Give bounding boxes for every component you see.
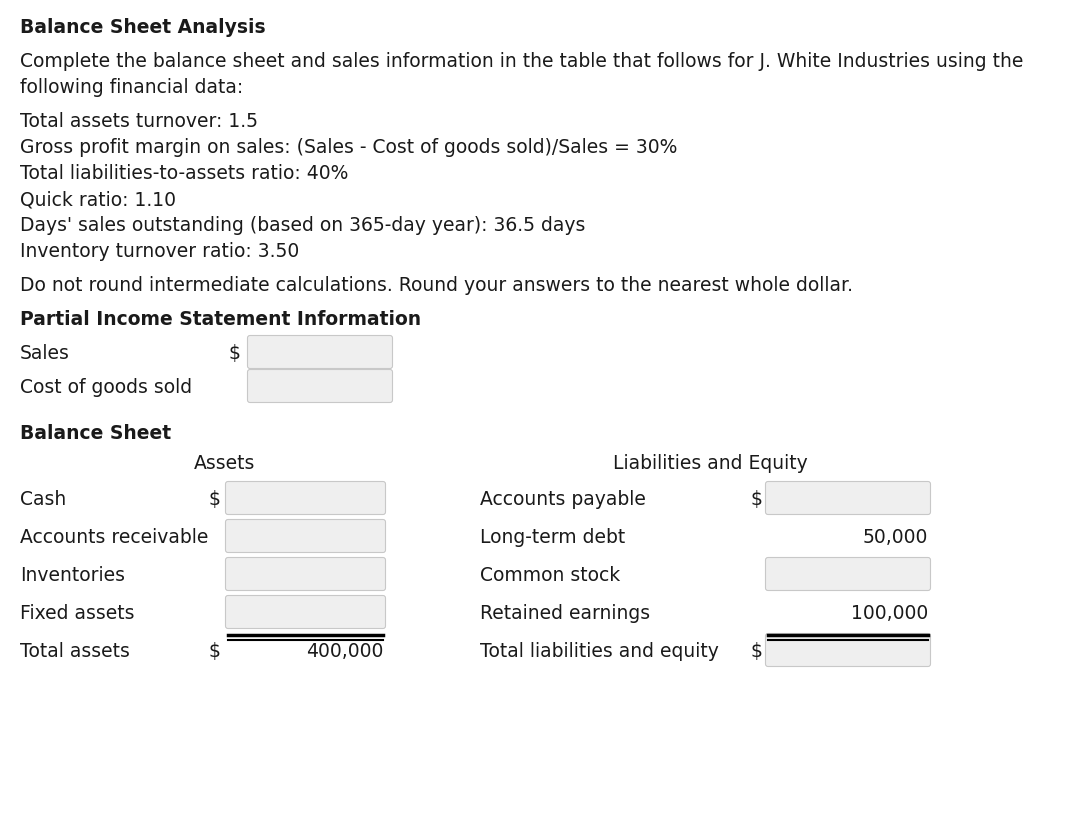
- Text: Total assets: Total assets: [20, 642, 130, 661]
- FancyBboxPatch shape: [765, 482, 931, 515]
- Text: Complete the balance sheet and sales information in the table that follows for J: Complete the balance sheet and sales inf…: [20, 52, 1023, 71]
- FancyBboxPatch shape: [226, 482, 386, 515]
- Text: 100,000: 100,000: [851, 604, 928, 623]
- Text: $: $: [208, 642, 220, 661]
- Text: Fixed assets: Fixed assets: [20, 604, 134, 623]
- Text: Sales: Sales: [20, 344, 70, 363]
- Text: Accounts receivable: Accounts receivable: [20, 528, 208, 547]
- Text: Inventory turnover ratio: 3.50: Inventory turnover ratio: 3.50: [20, 242, 300, 261]
- Text: Days' sales outstanding (based on 365-day year): 36.5 days: Days' sales outstanding (based on 365-da…: [20, 216, 585, 235]
- FancyBboxPatch shape: [226, 596, 386, 629]
- Text: $: $: [228, 344, 240, 363]
- Text: $: $: [208, 490, 220, 509]
- Text: Balance Sheet: Balance Sheet: [20, 424, 172, 443]
- Text: Total assets turnover: 1.5: Total assets turnover: 1.5: [20, 112, 258, 131]
- Text: Balance Sheet Analysis: Balance Sheet Analysis: [20, 18, 265, 37]
- Text: Cash: Cash: [20, 490, 66, 509]
- FancyBboxPatch shape: [247, 335, 392, 368]
- Text: Cost of goods sold: Cost of goods sold: [20, 378, 192, 397]
- Text: Long-term debt: Long-term debt: [480, 528, 626, 547]
- FancyBboxPatch shape: [226, 558, 386, 591]
- Text: Inventories: Inventories: [20, 566, 125, 585]
- Text: Common stock: Common stock: [480, 566, 620, 585]
- Text: Accounts payable: Accounts payable: [480, 490, 646, 509]
- Text: $: $: [750, 490, 762, 509]
- FancyBboxPatch shape: [226, 520, 386, 553]
- Text: Quick ratio: 1.10: Quick ratio: 1.10: [20, 190, 176, 209]
- FancyBboxPatch shape: [765, 634, 931, 667]
- Text: following financial data:: following financial data:: [20, 78, 243, 97]
- Text: 50,000: 50,000: [862, 528, 928, 547]
- Text: Total liabilities and equity: Total liabilities and equity: [480, 642, 718, 661]
- Text: $: $: [750, 642, 762, 661]
- Text: Total liabilities-to-assets ratio: 40%: Total liabilities-to-assets ratio: 40%: [20, 164, 349, 183]
- Text: Do not round intermediate calculations. Round your answers to the nearest whole : Do not round intermediate calculations. …: [20, 276, 853, 295]
- FancyBboxPatch shape: [247, 369, 392, 402]
- Text: 400,000: 400,000: [306, 642, 383, 661]
- Text: Partial Income Statement Information: Partial Income Statement Information: [20, 310, 421, 329]
- Text: Retained earnings: Retained earnings: [480, 604, 650, 623]
- Text: Assets: Assets: [194, 454, 256, 473]
- Text: Gross profit margin on sales: (Sales - Cost of goods sold)/Sales = 30%: Gross profit margin on sales: (Sales - C…: [20, 138, 677, 157]
- Text: Liabilities and Equity: Liabilities and Equity: [613, 454, 807, 473]
- FancyBboxPatch shape: [765, 558, 931, 591]
